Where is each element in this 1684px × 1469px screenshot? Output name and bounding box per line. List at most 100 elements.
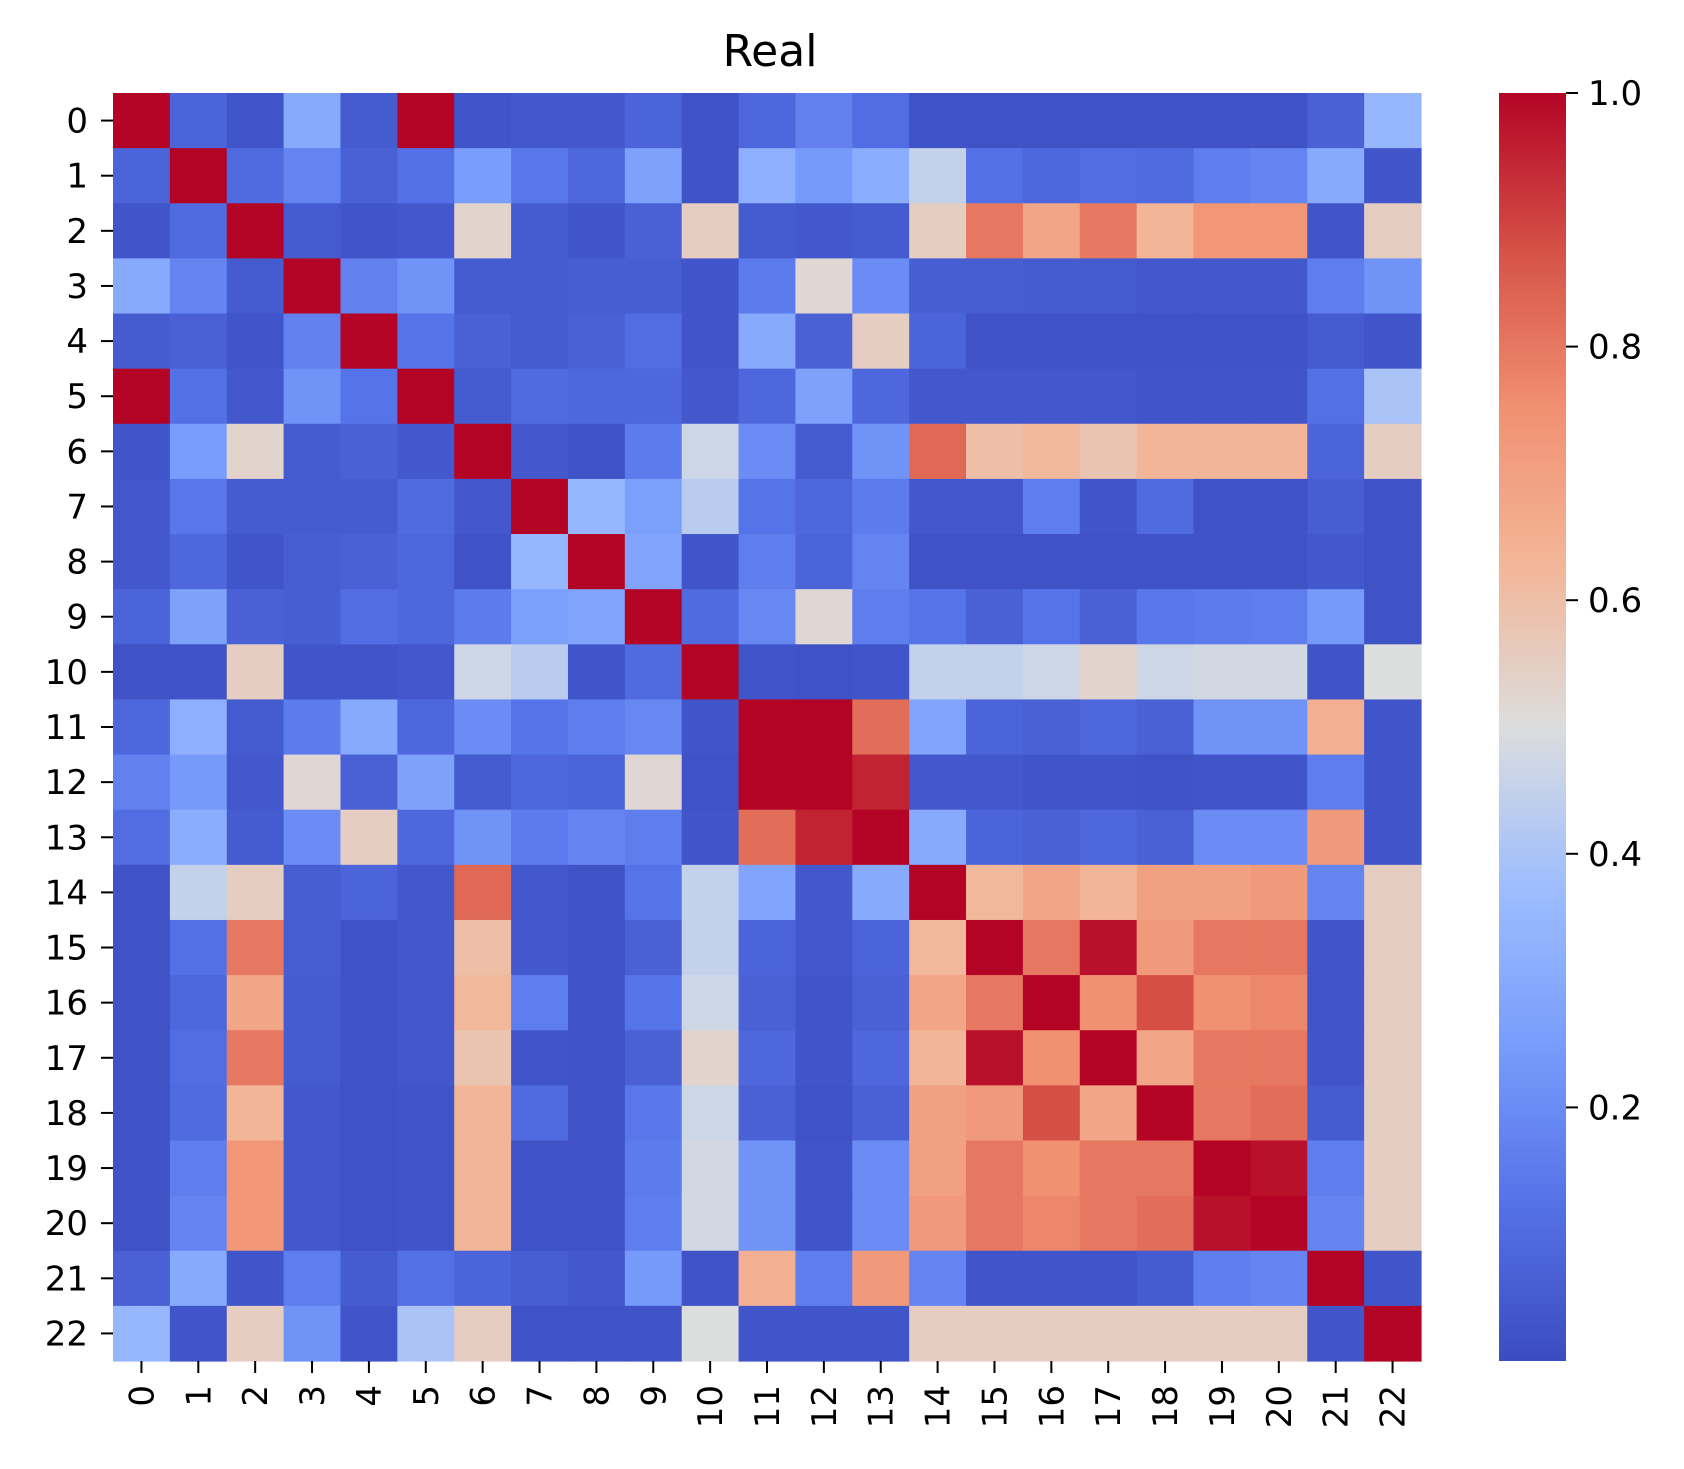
heatmap-cell <box>340 1305 398 1362</box>
heatmap-cell <box>567 699 626 756</box>
heatmap-cell <box>340 93 398 149</box>
heatmap-cell <box>397 809 455 866</box>
heatmap-cell <box>966 478 1024 535</box>
heatmap-cell <box>1364 368 1422 425</box>
heatmap-cell <box>1022 975 1081 1031</box>
heatmap-cell <box>567 589 626 645</box>
heatmap-cell <box>795 1030 853 1086</box>
heatmap-cell <box>624 1250 683 1307</box>
heatmap-cell <box>966 864 1024 921</box>
heatmap-cell <box>966 1140 1024 1197</box>
y-tick-label: 7 <box>66 487 88 527</box>
heatmap-cell <box>1193 1195 1251 1252</box>
heatmap-cell <box>1307 478 1365 535</box>
heatmap-cell <box>397 589 455 645</box>
heatmap-cell <box>909 1250 967 1307</box>
heatmap-cell <box>283 1250 342 1307</box>
heatmap-cell <box>795 1250 853 1307</box>
heatmap-cell <box>1250 1305 1308 1362</box>
x-tick-label: 13 <box>862 1385 902 1428</box>
heatmap-cell <box>1307 1030 1365 1086</box>
heatmap-cell <box>966 534 1024 590</box>
heatmap-cell <box>1250 864 1308 921</box>
heatmap-cell <box>1250 368 1308 425</box>
heatmap-cell <box>795 258 853 315</box>
heatmap-cell <box>283 1305 342 1362</box>
heatmap-cell <box>113 1195 171 1252</box>
heatmap-cell <box>624 754 683 811</box>
heatmap-cell <box>852 699 910 756</box>
heatmap-cell <box>738 1195 797 1252</box>
heatmap-cell <box>1307 1250 1365 1307</box>
heatmap-cell <box>226 313 285 370</box>
heatmap-cell <box>1250 754 1308 811</box>
heatmap-cell <box>624 1085 683 1142</box>
heatmap-cell <box>511 1085 569 1142</box>
heatmap-cell <box>624 478 683 535</box>
y-tick-label: 12 <box>45 763 88 803</box>
heatmap-cell <box>1022 93 1081 149</box>
heatmap-cell <box>1022 534 1081 590</box>
heatmap-cell <box>397 478 455 535</box>
heatmap-cell <box>340 809 398 866</box>
heatmap-cell <box>283 589 342 645</box>
heatmap-cell <box>852 975 910 1031</box>
heatmap-cell <box>738 534 797 590</box>
colorbar-tick-label: 0.8 <box>1588 328 1642 368</box>
x-tick-label: 17 <box>1089 1385 1129 1428</box>
heatmap-cell <box>567 258 626 315</box>
heatmap-cell <box>1079 809 1138 866</box>
heatmap-cell <box>1307 93 1365 149</box>
heatmap-cell <box>397 754 455 811</box>
heatmap-cell <box>738 1250 797 1307</box>
heatmap-cell <box>454 589 512 645</box>
heatmap-cell <box>340 148 398 204</box>
heatmap-cell <box>1193 1305 1251 1362</box>
x-tick-label: 6 <box>464 1385 504 1407</box>
heatmap-cell <box>567 864 626 921</box>
heatmap-cell <box>454 93 512 149</box>
heatmap-cell <box>226 919 285 976</box>
chart-title: Real <box>723 26 818 77</box>
heatmap-cell <box>169 423 228 480</box>
heatmap-cell <box>340 1085 398 1142</box>
heatmap-cell <box>624 644 683 701</box>
heatmap-cell <box>681 975 740 1031</box>
heatmap-cell <box>795 589 853 645</box>
heatmap-cell <box>738 589 797 645</box>
x-tick-label: 10 <box>691 1385 731 1428</box>
heatmap-cell <box>1307 754 1365 811</box>
heatmap-cell <box>113 644 171 701</box>
heatmap-cell <box>511 203 569 259</box>
heatmap-cell <box>567 203 626 259</box>
heatmap-cell <box>1136 368 1195 425</box>
heatmap-cell <box>909 975 967 1031</box>
heatmap-cell <box>1193 699 1251 756</box>
heatmap-cell <box>1079 644 1138 701</box>
heatmap-cell <box>511 258 569 315</box>
heatmap-cell <box>226 1140 285 1197</box>
heatmap-cell <box>1364 313 1422 370</box>
heatmap-cell <box>397 1305 455 1362</box>
heatmap-cell <box>226 1250 285 1307</box>
heatmap-cell <box>909 93 967 149</box>
heatmap-cell <box>738 203 797 259</box>
heatmap-cell <box>397 699 455 756</box>
heatmap-cell <box>1250 258 1308 315</box>
heatmap-cell <box>795 864 853 921</box>
heatmap-cell <box>340 368 398 425</box>
heatmap-cell <box>795 478 853 535</box>
y-tick-label: 14 <box>45 873 88 913</box>
heatmap-cell <box>226 644 285 701</box>
heatmap-cell <box>624 203 683 259</box>
heatmap-cell <box>1364 1305 1422 1362</box>
heatmap-cell <box>511 478 569 535</box>
heatmap-cell <box>1136 148 1195 204</box>
heatmap-cell <box>454 1195 512 1252</box>
heatmap-cell <box>909 809 967 866</box>
y-tick-label: 13 <box>45 818 88 858</box>
heatmap-cell <box>966 975 1024 1031</box>
heatmap-cell <box>567 1140 626 1197</box>
heatmap-cell <box>567 313 626 370</box>
heatmap-cell <box>113 1085 171 1142</box>
